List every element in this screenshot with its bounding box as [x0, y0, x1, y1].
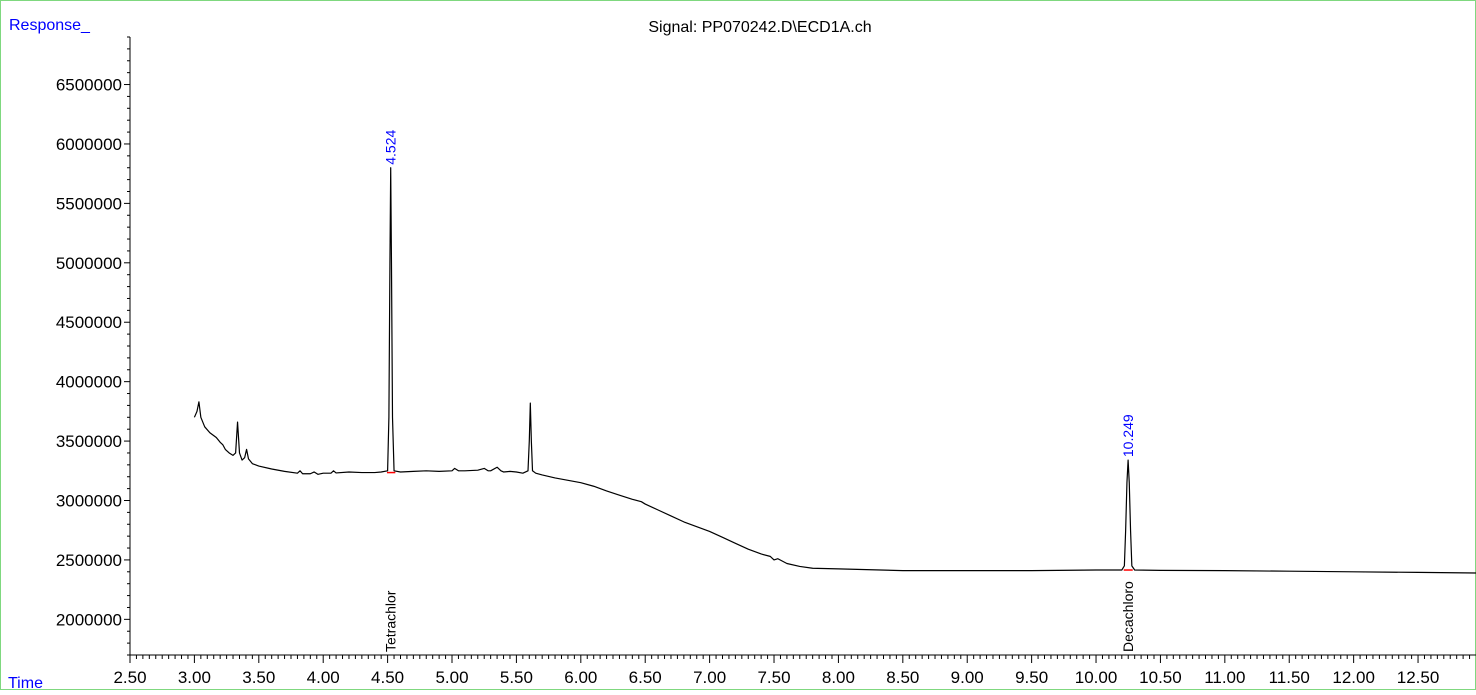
y-axis-label: Response_: [9, 17, 91, 34]
signal-trace: [193, 167, 1476, 574]
x-tick-label: 5.50: [500, 668, 533, 687]
trace-group: [193, 167, 1476, 574]
x-tick-label: 7.50: [757, 668, 790, 687]
y-tick-label: 3500000: [56, 432, 122, 451]
x-tick-label: 11.00: [1204, 668, 1245, 687]
x-tick-label: 10.00: [1075, 668, 1118, 687]
x-tick-label: 12.50: [1397, 668, 1440, 687]
y-tick-label: 5000000: [56, 254, 122, 273]
x-ticks: 2.50 3.00 3.50 4.00 4.50 5.00 5.50 6.00 6.50 7.00…: [113, 655, 1439, 687]
compound-label: Decachloro: [1120, 581, 1136, 652]
x-tick-label: 10.50: [1139, 668, 1182, 687]
baseline-markers: [386, 471, 1133, 571]
x-tick-label: 4.50: [371, 668, 404, 687]
x-tick-label: 4.00: [307, 668, 340, 687]
x-axis-label: Time: [8, 675, 43, 690]
chart-title: Signal: PP070242.D\ECD1A.ch: [648, 19, 871, 36]
x-tick-label: 3.00: [178, 668, 211, 687]
y-tick-label: 6000000: [56, 135, 122, 154]
x-tick-label: 6.00: [564, 668, 597, 687]
y-tick-label: 2000000: [56, 610, 122, 629]
compound-label: Tetrachlor: [383, 590, 399, 652]
x-tick-label: 5.00: [435, 668, 468, 687]
y-tick-label: 4500000: [56, 313, 122, 332]
x-tick-label: 2.50: [113, 668, 146, 687]
peak-labels: 4.524 10.249: [383, 129, 1136, 457]
y-tick-label: 4000000: [56, 373, 122, 392]
x-tick-label: 3.50: [242, 668, 275, 687]
y-tick-label: 2500000: [56, 551, 122, 570]
y-ticks: 2000000 2500000 3000000 3500000 4000000 45000…: [56, 76, 130, 629]
x-tick-label: 7.00: [693, 668, 726, 687]
y-tick-label: 5500000: [56, 194, 122, 213]
x-tick-label: 9.50: [1015, 668, 1048, 687]
y-minor-ticks: [127, 36, 130, 656]
peak-label: 10.249: [1120, 414, 1136, 457]
x-tick-label: 11.50: [1269, 668, 1310, 687]
peak-label: 4.524: [383, 129, 399, 164]
x-tick-label: 9.00: [951, 668, 984, 687]
compound-labels: Tetrachlor Decachloro: [383, 581, 1136, 652]
x-minor-ticks: [135, 655, 1471, 659]
x-tick-label: 8.50: [886, 668, 919, 687]
x-tick-label: 12.00: [1332, 668, 1375, 687]
x-tick-label: 8.00: [822, 668, 855, 687]
x-tick-label: 6.50: [629, 668, 662, 687]
y-tick-label: 3000000: [56, 492, 122, 511]
y-tick-label: 6500000: [56, 76, 122, 95]
